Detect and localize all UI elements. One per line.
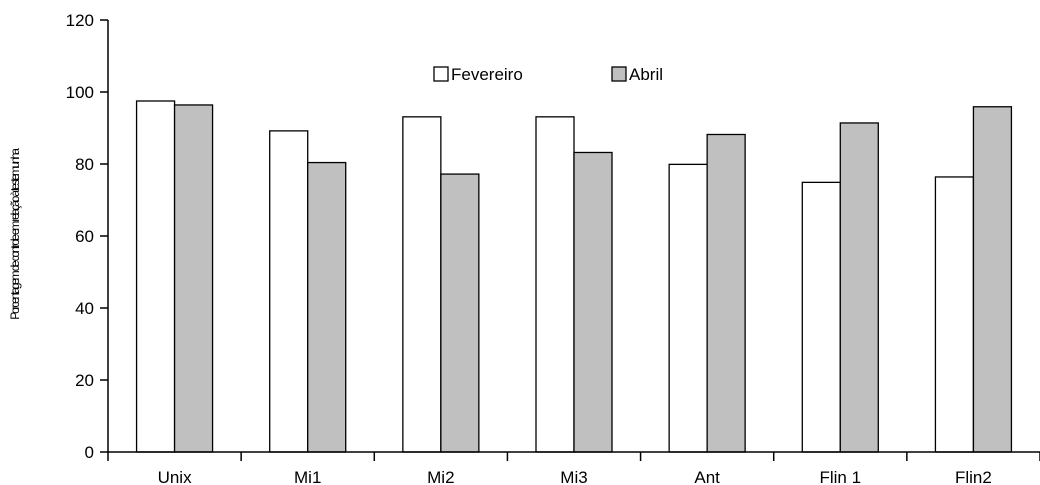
bars-layer (135, 100, 1013, 453)
y-tick-label: 0 (85, 443, 94, 462)
bar-fevereiro-mi3 (535, 116, 575, 453)
y-ticks: 0 20 40 60 80 100 120 (66, 11, 108, 462)
bar-fevereiro-ant (668, 163, 708, 453)
legend: Fevereiro Abril (433, 65, 663, 84)
legend-label-abril: Abril (629, 65, 663, 84)
legend-swatch-fevereiro (433, 66, 449, 82)
x-tick-label: Flin 1 (819, 468, 861, 485)
legend-label-fevereiro: Fevereiro (451, 65, 523, 84)
y-tick-label: 60 (75, 227, 94, 246)
legend-swatch-abril (611, 66, 627, 82)
bar-abril-flin2 (972, 106, 1013, 453)
y-tick-label: 120 (66, 11, 94, 30)
x-tick-label: Unix (158, 468, 193, 485)
bar-abril-mi2 (440, 173, 480, 453)
x-tick-label: Flin2 (955, 468, 992, 485)
x-ticks: Unix Mi1 Mi2 Mi3 Ant Flin 1 Flin2 (107, 452, 1040, 485)
bar-fevereiro-flin1 (801, 181, 841, 453)
bar-fevereiro-unix (135, 100, 176, 453)
bar-abril-unix (173, 104, 214, 453)
x-tick-label: Mi1 (294, 468, 321, 485)
x-tick-label: Mi2 (427, 468, 454, 485)
bar-abril-mi3 (573, 151, 613, 453)
x-tick-label: Ant (694, 468, 720, 485)
bar-fevereiro-mi1 (269, 130, 309, 453)
y-tick-label: 20 (75, 371, 94, 390)
y-tick-label: 80 (75, 155, 94, 174)
y-axis-label: Porcentagem de controle em relação à tes… (8, 148, 22, 320)
y-tick-label: 100 (66, 83, 94, 102)
bar-fevereiro-flin2 (934, 176, 975, 453)
bar-abril-flin1 (839, 122, 879, 453)
bar-fevereiro-mi2 (402, 116, 442, 453)
x-tick-label: Mi3 (560, 468, 587, 485)
y-tick-label: 40 (75, 299, 94, 318)
bar-abril-mi1 (307, 161, 347, 453)
bar-abril-ant (706, 133, 746, 453)
